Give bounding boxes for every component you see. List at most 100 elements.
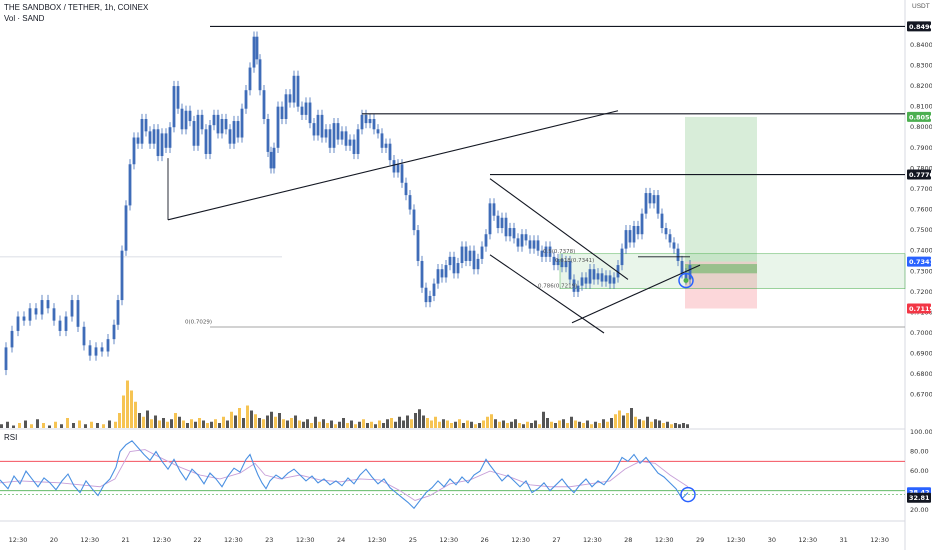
candle-body-60 (272, 147, 276, 169)
volume-bar-93 (410, 419, 413, 428)
volume-bar-119 (514, 419, 517, 428)
candle-body-149 (628, 230, 632, 243)
candle-body-82 (360, 114, 364, 130)
candle-body-89 (388, 143, 392, 161)
candle-body-148 (624, 230, 628, 249)
candle-body-116 (496, 215, 500, 229)
volume-bar-34 (174, 413, 177, 428)
volume-bar-56 (262, 419, 265, 428)
candle-body-79 (348, 139, 352, 146)
entry-dot (683, 278, 689, 284)
time-tick-22: 12:30 (798, 536, 817, 544)
target-zone (685, 116, 757, 262)
candle-body-1 (4, 347, 8, 371)
candle-body-46 (220, 118, 224, 134)
candle-body-141 (596, 273, 600, 280)
candle-body-17 (100, 347, 104, 352)
price-tick-11: 0.7300 (910, 267, 932, 275)
volume-bar-112 (486, 416, 489, 428)
time-tick-1: 20 (50, 536, 58, 544)
entry-band (685, 264, 757, 274)
candle-body-126 (536, 240, 540, 251)
candle-body-31 (160, 133, 164, 157)
candle-body-156 (656, 195, 660, 214)
price-tick-1: 0.8300 (910, 61, 932, 69)
volume-bar-73 (330, 420, 333, 428)
volume-bar-84 (374, 424, 377, 428)
price-tag-0: 0.8490 (909, 23, 932, 31)
candle-body-66 (296, 75, 300, 107)
candle-body-9 (52, 308, 56, 321)
candle-body-121 (516, 238, 520, 247)
candle-body-68 (304, 102, 308, 115)
fib-0786-label: 0.786(0.7219) (538, 284, 577, 290)
volume-bar-127 (546, 418, 549, 428)
volume-bar-99 (434, 416, 437, 428)
price-tick-10: 0.7400 (910, 247, 932, 255)
candle-body-98 (424, 287, 428, 303)
volume-bar-108 (470, 421, 473, 428)
volume-bar-150 (638, 419, 641, 428)
candle-body-27 (144, 118, 148, 132)
volume-bar-64 (294, 415, 297, 428)
candle-body-101 (436, 269, 440, 284)
currency-label: USDT (912, 3, 930, 10)
volume-bar-71 (322, 419, 325, 428)
candle-body-14 (82, 326, 86, 346)
candle-body-146 (616, 265, 620, 278)
candle-body-28 (148, 131, 152, 144)
volume-bar-69 (314, 416, 317, 428)
time-tick-12: 12:30 (439, 536, 458, 544)
fib-0618-label: 0.618(0.7341) (555, 258, 594, 264)
time-tick-21: 30 (768, 536, 776, 544)
candle-body-136 (576, 285, 580, 292)
candle-body-85 (372, 118, 376, 130)
volume-bar-15 (90, 421, 93, 428)
price-tick-5: 0.7900 (910, 144, 932, 152)
volume-bar-157 (666, 421, 669, 428)
candle-body-38 (188, 110, 192, 122)
price-tag-bg-1 (907, 111, 931, 122)
candle-body-155 (652, 195, 656, 204)
volume-bar-36 (182, 420, 185, 428)
price-tag-bg-4 (907, 303, 931, 314)
candle-body-32 (164, 133, 168, 148)
volume-bar-98 (430, 420, 433, 428)
volume-bar-43 (210, 421, 213, 428)
volume-bar-10 (60, 424, 63, 428)
candle-body-114 (488, 203, 492, 235)
volume-bar-138 (590, 424, 593, 428)
rsi-circle-marker (680, 486, 696, 503)
volume-bar-149 (634, 416, 637, 428)
volume-bar-5 (30, 424, 33, 428)
volume-bar-77 (346, 423, 349, 428)
candle-body-67 (300, 106, 304, 115)
time-tick-6: 12:30 (224, 536, 243, 544)
candle-body-19 (112, 324, 116, 340)
candle-body-131 (556, 258, 560, 266)
volume-bar-109 (474, 424, 477, 428)
price-tag-bg-0 (907, 21, 931, 32)
volume-bar-49 (234, 415, 237, 428)
candle-body-33 (168, 127, 172, 148)
candle-body-138 (584, 277, 588, 284)
candle-body-94 (408, 195, 412, 210)
time-tick-20: 12:30 (727, 536, 746, 544)
price-tick-0: 0.8400 (910, 41, 932, 49)
time-tick-10: 12:30 (368, 536, 387, 544)
candle-body-143 (604, 275, 608, 282)
volume-bar-50 (238, 408, 241, 428)
time-tick-11: 25 (409, 536, 417, 544)
candle-body-111 (476, 258, 480, 270)
candle-body-26 (140, 118, 144, 144)
candle-body-77 (340, 131, 344, 140)
volume-bar-137 (586, 420, 589, 428)
candle-body-37 (184, 110, 188, 130)
support-trendline (571, 264, 701, 324)
volume-bar-110 (478, 423, 481, 428)
volume-bar-74 (334, 424, 337, 428)
volume-bar-45 (218, 423, 221, 428)
volume-bar-111 (482, 420, 485, 428)
time-tick-13: 26 (481, 536, 489, 544)
